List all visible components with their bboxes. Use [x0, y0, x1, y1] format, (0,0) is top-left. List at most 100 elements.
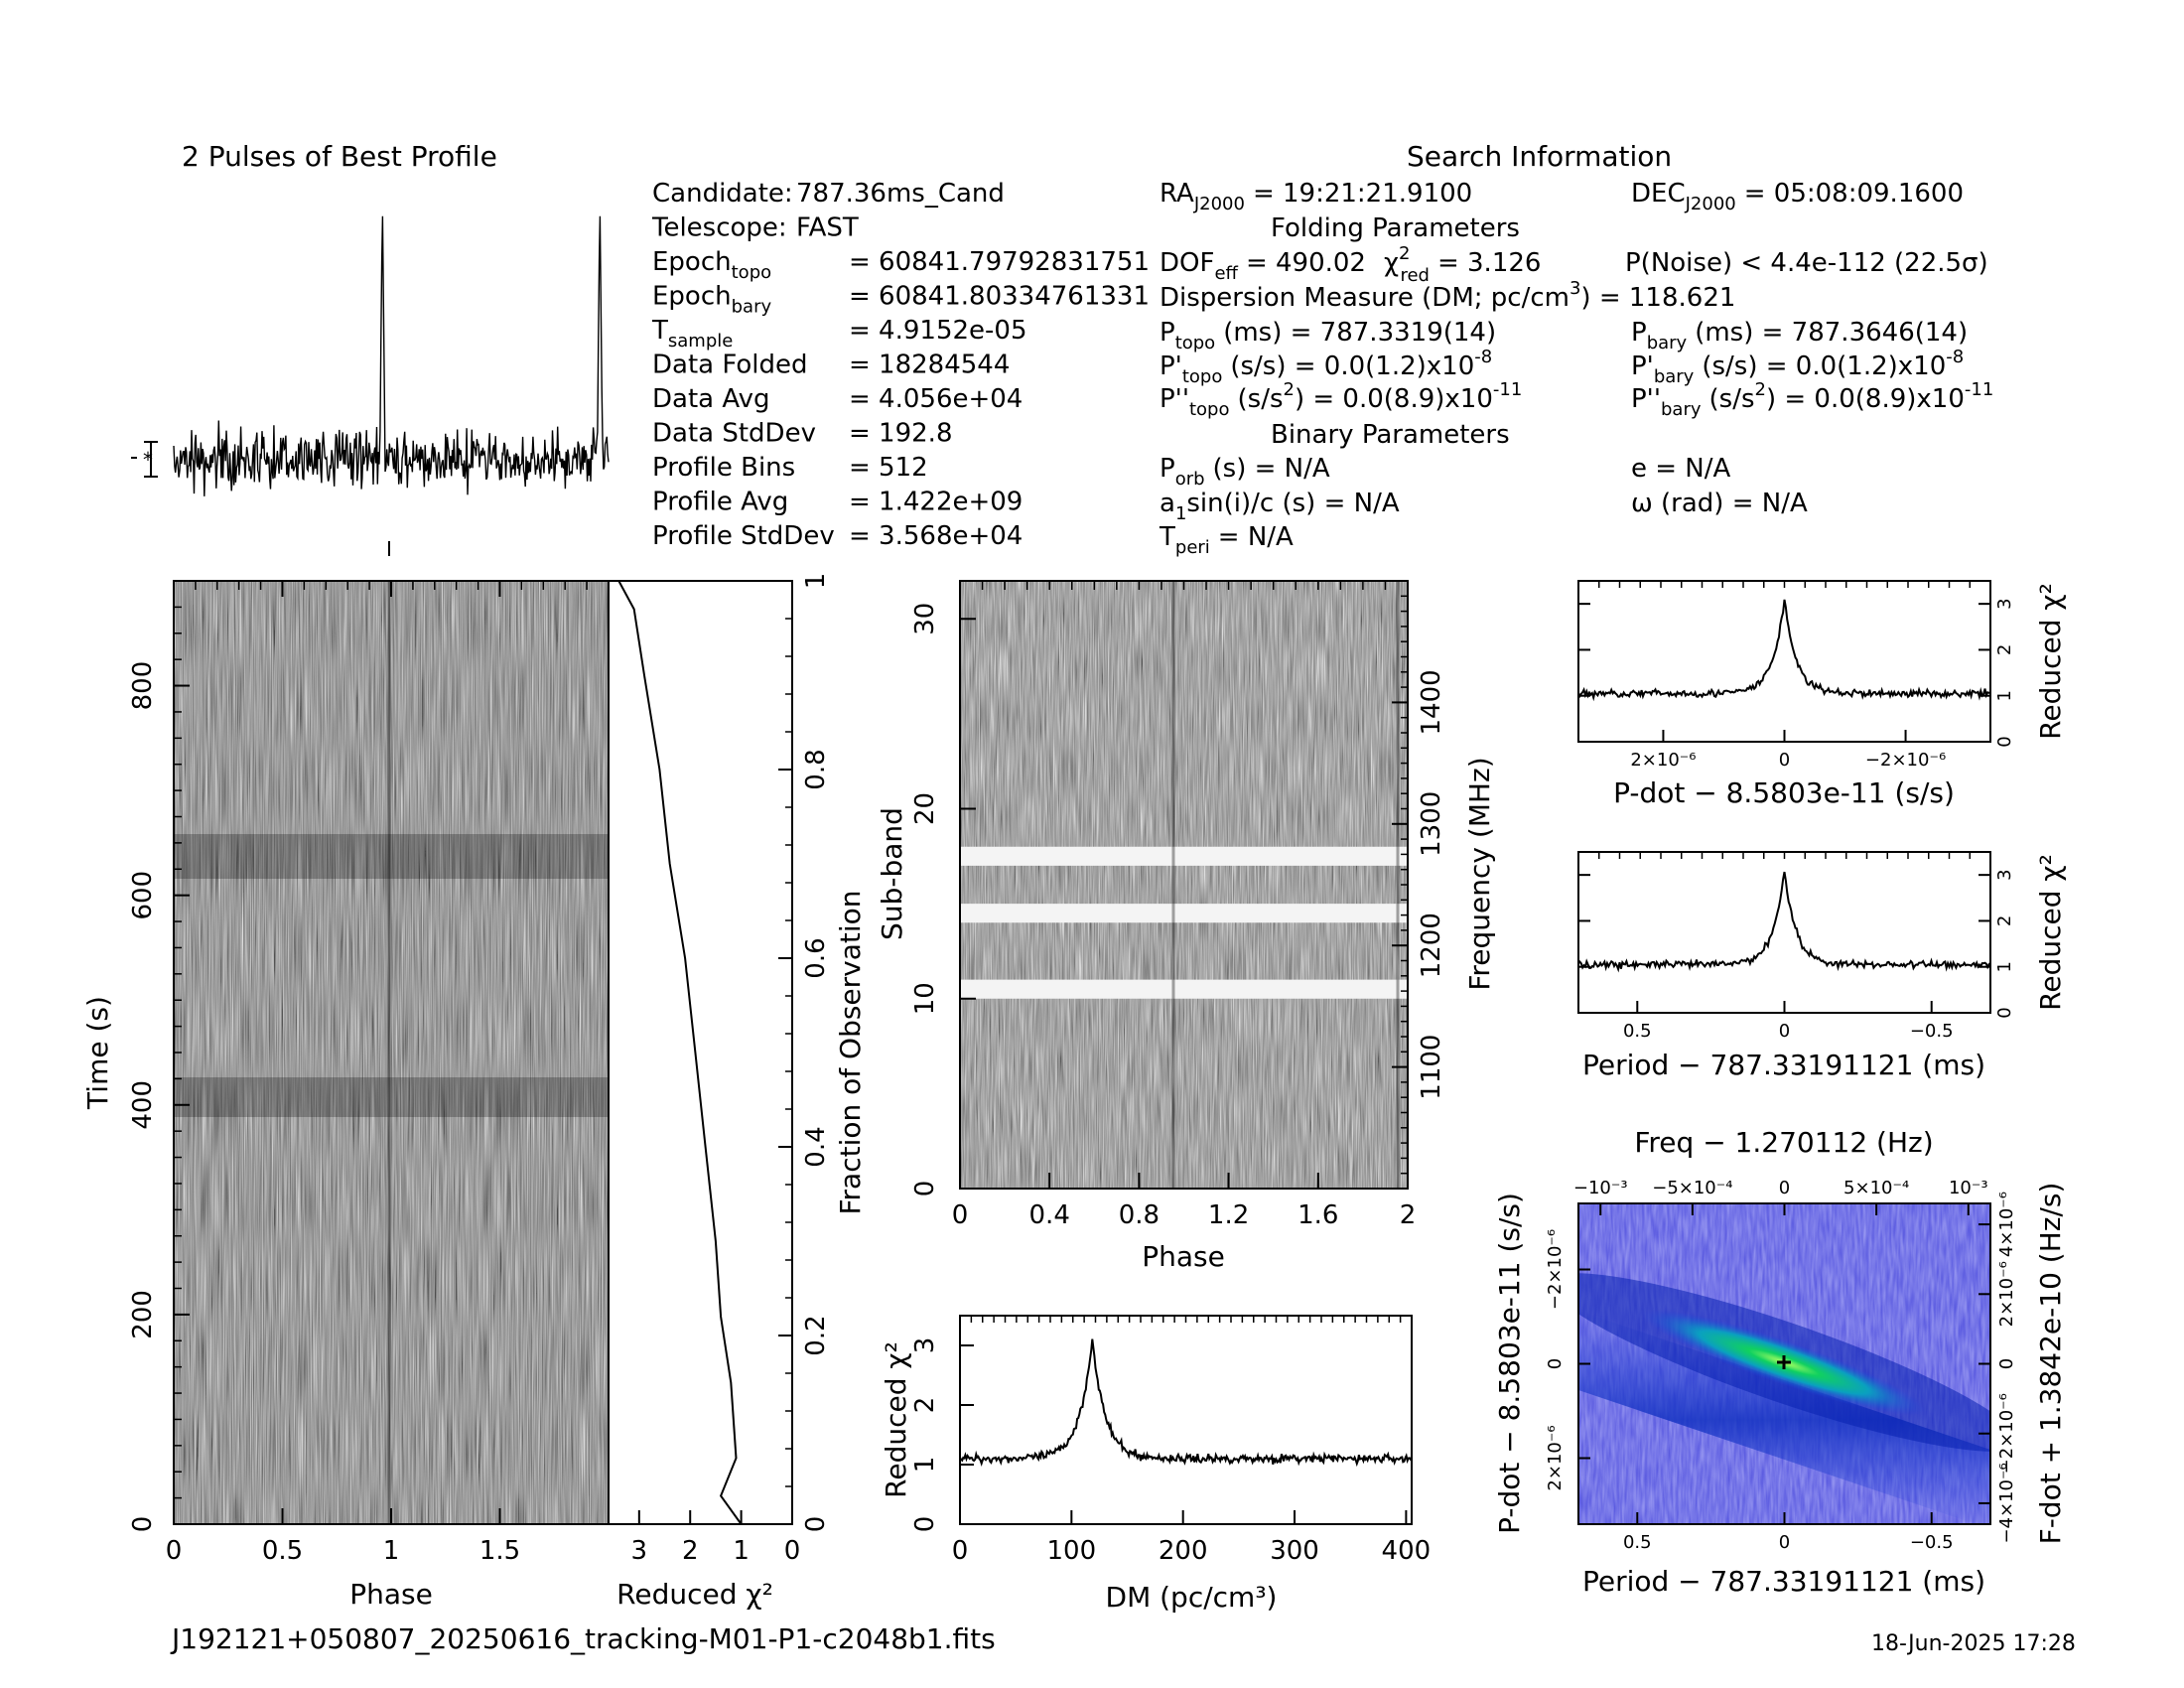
info-value-2: = 60841.79792831751	[849, 247, 1150, 277]
pp-y2tick-4: −4×10⁻⁶	[1996, 1463, 2017, 1543]
dm-line-sup: 3	[1570, 278, 1580, 299]
pp-x2tick-0: −10⁻³	[1573, 1178, 1628, 1198]
period-pdot-axes: 0.5 0 −0.5 −10⁻³ −5×10⁻⁴ 0 5×10⁻⁴ 10⁻³ −2×10⁻⁶ 0 2…	[1493, 1126, 2067, 1598]
dm-xtick-4: 400	[1382, 1536, 1432, 1566]
info-label-text: Profile Avg	[652, 488, 788, 517]
time-phase-plot: 0 0.5 1 1.5 0 200 400 600 800 Phase Time (s)	[81, 541, 610, 1611]
tp-ylabel: Time (s)	[81, 996, 114, 1110]
pe-xlabel: Period − 787.33191121 (ms)	[1582, 1049, 1985, 1081]
pp-x2tick-1: −5×10⁻⁴	[1652, 1178, 1732, 1198]
info-value-5: = 18284544	[849, 351, 1010, 380]
pd-ytick-2: 2	[1994, 644, 2015, 655]
cf-ytick-0: 0	[801, 1516, 831, 1533]
cf-xtick-3: 0	[784, 1536, 801, 1566]
pp-y2tick-3: −2×10⁻⁶	[1996, 1393, 2017, 1474]
ra-sub: J2000	[1193, 194, 1245, 214]
pdtopo-value: (s/s) = 0.0(1.2)x10	[1230, 352, 1474, 381]
pd-ytick-0: 0	[1994, 736, 2015, 747]
tp-xtick-1: 0.5	[262, 1536, 303, 1566]
pp-x2tick-4: 10⁻³	[1949, 1178, 1988, 1198]
dm-line-b: ) = 118.621	[1580, 283, 1735, 313]
chi-fraction-axes: 3 2 1 00 0.2 0.4 0.6 0.8 1 Reduced χ² Fraction of …	[616, 573, 867, 1611]
pe-ytick-0: 0	[1994, 1007, 2015, 1018]
tperi-sub: peri	[1175, 537, 1210, 558]
sb-xtick-1: 0.4	[1029, 1200, 1070, 1230]
dm-ytick-0: 0	[910, 1516, 940, 1533]
cf-ytick-5: 1	[801, 573, 831, 590]
svg-text:P'topo(s/s) = 0.0(1.2)x10-8: P'topo (s/s) = 0.0(1.2)x10-8	[1160, 347, 1492, 387]
info-label-0: Candidate:	[652, 179, 793, 209]
asini-sub: 1	[1175, 503, 1186, 524]
porb-sub: orb	[1175, 469, 1205, 490]
cf-ytick-4: 0.8	[801, 749, 831, 789]
cf-xtick-2: 1	[733, 1536, 750, 1566]
pp-ytick-0: −2×10⁻⁶	[1545, 1229, 1566, 1310]
porb-value: (s) = N/A	[1213, 454, 1330, 484]
info-label-10: Profile StdDev	[652, 521, 835, 551]
sb-ylabel: Sub-band	[876, 807, 908, 940]
cf-xlabel: Reduced χ²	[616, 1578, 773, 1611]
pe-xtick-2: −0.5	[1910, 1021, 1954, 1042]
sb-ytick-2: 20	[910, 792, 940, 825]
pd-xtick-0: 2×10⁻⁶	[1630, 750, 1696, 771]
masked-subband-1	[960, 904, 1408, 923]
sb-y2tick-0: 1100	[1417, 1035, 1446, 1100]
pdtopo-sub: topo	[1182, 366, 1223, 387]
dm-ytick-3: 3	[910, 1337, 940, 1354]
pd-ytick-1: 1	[1994, 690, 2015, 701]
info-label-text: Epoch	[652, 282, 732, 312]
sb-y2tick-1: 1200	[1417, 913, 1446, 978]
info-column-folding: RAJ2000 = 19:21:21.9100 Folding Parameter…	[1159, 179, 1735, 558]
pp-x2tick-3: 5×10⁻⁴	[1843, 1178, 1909, 1198]
info-label-9: Profile Avg	[652, 488, 788, 517]
svg-text:Ptopo(ms) = 787.3319(14): Ptopo (ms) = 787.3319(14)	[1160, 318, 1496, 353]
pp-xlabel: Period − 787.33191121 (ms)	[1582, 1565, 1985, 1598]
info-value-0: 787.36ms_Cand	[796, 179, 1005, 209]
info-label-6: Data Avg	[652, 384, 770, 414]
sb-xtick-5: 2	[1400, 1200, 1417, 1230]
svg-text:P''topo(s/s2) = 0.0(8.9)x10-11: P''topo (s/s2) = 0.0(8.9)x10-11	[1160, 379, 1522, 420]
tperi-value: = N/A	[1218, 522, 1294, 552]
subband-phase-plot: 0 0.4 0.8 1.2 1.6 201020301100120013001400Pha…	[876, 580, 1496, 1273]
masked-subband-2	[960, 846, 1408, 866]
info-label-text: Data Folded	[652, 351, 808, 380]
svg-text:Porb(s) = N/A: Porb (s) = N/A	[1160, 454, 1330, 490]
dm-xtick-2: 200	[1159, 1536, 1208, 1566]
info-label-1: Telescope:	[651, 213, 787, 243]
ptopo-sub: topo	[1175, 333, 1216, 353]
tp-ytick-3: 600	[128, 871, 158, 920]
cf-ytick-2: 0.4	[801, 1126, 831, 1167]
pp-ylabel: P-dot − 8.5803e-11 (s/s)	[1493, 1193, 1526, 1534]
info-label-text: Profile Bins	[652, 453, 795, 483]
sb-y2tick-2: 1300	[1417, 791, 1446, 857]
svg-text:P'bary(s/s) = 0.0(1.2)x10-8: P'bary (s/s) = 0.0(1.2)x10-8	[1631, 347, 1964, 387]
porb-label: P	[1160, 454, 1175, 484]
sb-xlabel: Phase	[1142, 1240, 1225, 1273]
svg-text:*: *	[143, 448, 153, 472]
pp-y2tick-2: 0	[1996, 1358, 2017, 1369]
sb-xtick-3: 1.2	[1208, 1200, 1249, 1230]
pe-ytick-1: 1	[1994, 961, 2015, 972]
sb-y2label: Frequency (MHz)	[1463, 757, 1496, 990]
pdbary-exp: -8	[1946, 347, 1964, 367]
pddbary-sub: bary	[1661, 399, 1702, 420]
dm-xtick-1: 100	[1047, 1536, 1097, 1566]
pe-xtick-0: 0.5	[1623, 1021, 1652, 1042]
pp-y2label: F-dot + 1.3842e-10 (Hz/s)	[2034, 1183, 2067, 1545]
sb-ytick-1: 10	[910, 982, 940, 1015]
ra-value: = 19:21:21.9100	[1253, 179, 1472, 209]
info-label-5: Data Folded	[652, 351, 808, 380]
cf-xtick-0: 3	[631, 1536, 648, 1566]
pdot-chi-plot: 2×10⁻⁶ 0 −2×10⁻⁶ 0 1 2 3 P-dot − 8.5803e-11 (s/…	[1577, 580, 2067, 809]
sb-xtick-0: 0	[952, 1200, 969, 1230]
sb-xtick-4: 1.6	[1297, 1200, 1338, 1230]
pd-xtick-1: 0	[1779, 750, 1790, 771]
sb-xtick-2: 0.8	[1119, 1200, 1160, 1230]
cf-ylabel: Fraction of Observation	[834, 890, 867, 1214]
info-label-2: Epochtopo	[652, 247, 771, 283]
tperi-label: T	[1159, 522, 1175, 552]
info-label-text: T	[651, 316, 668, 346]
pd-xtick-2: −2×10⁻⁶	[1865, 750, 1946, 771]
asini-label: a	[1160, 489, 1175, 518]
